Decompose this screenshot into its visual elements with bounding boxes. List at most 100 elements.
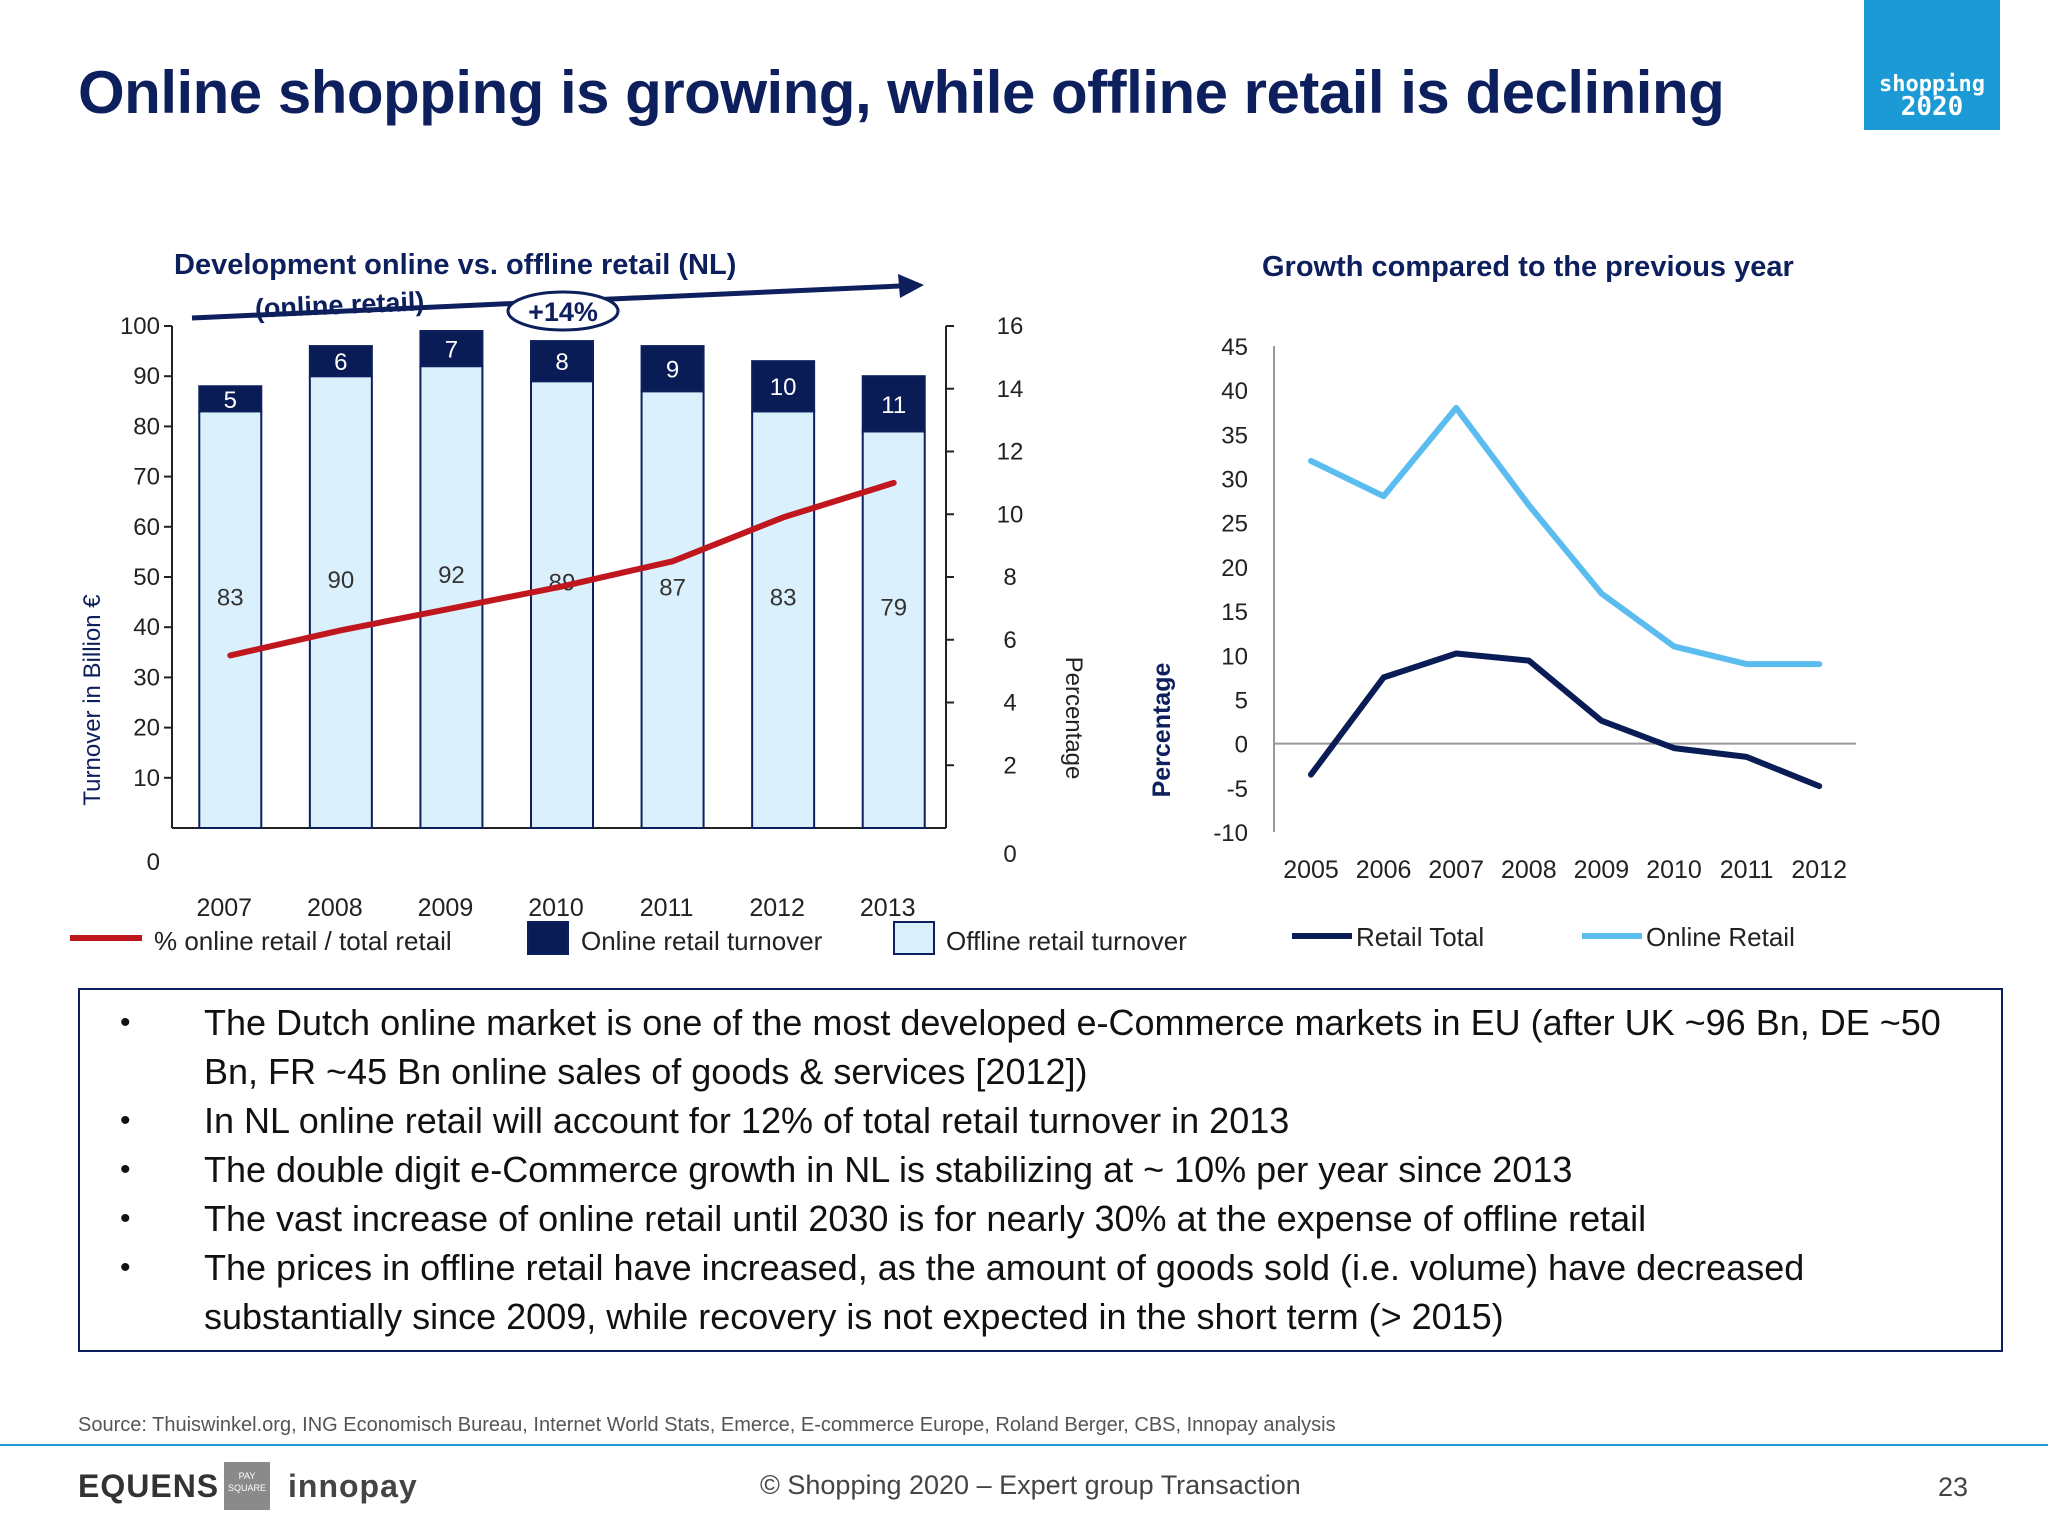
chart2-y-tick-label: 45	[1221, 334, 1248, 361]
offline-bar-label: 92	[438, 562, 465, 589]
chart2-y-tick-label: 40	[1221, 378, 1248, 405]
chart2-y-tick-label: 5	[1235, 687, 1248, 714]
legend-label-share: % online retail / total retail	[154, 926, 452, 956]
legend-swatch-online	[527, 921, 569, 955]
offline-bar	[861, 430, 926, 829]
offline-bar-label: 90	[328, 567, 355, 594]
chart1-x-tick-label: 2011	[640, 894, 694, 922]
bullet-item: In NL online retail will account for 12%…	[120, 1096, 1971, 1145]
chart1-y2-tick-label: 0	[1003, 841, 1016, 868]
legend-label-online-retail: Online Retail	[1646, 922, 1795, 952]
innopay-logo: innopay	[288, 1468, 418, 1504]
shopping2020-logo: shopping 2020	[1864, 0, 2000, 130]
chart1-y-tick-label: 60	[133, 514, 160, 541]
chart1-y-tick-label: 30	[133, 664, 160, 691]
chart2-y-tick-label: 20	[1221, 555, 1248, 582]
online-share-line	[227, 479, 897, 659]
retail-total-line	[1308, 650, 1823, 790]
chart1-title: Development online vs. offline retail (N…	[174, 249, 736, 281]
chart2-y-tick-label: 10	[1221, 643, 1248, 670]
chart1-y2-tick-label: 2	[1003, 752, 1016, 779]
chart1-x-tick-label: 2008	[307, 894, 363, 922]
page-title: Online shopping is growing, while offlin…	[78, 59, 1725, 126]
chart1-y-tick-label: 0	[147, 849, 160, 876]
key-findings-box: The Dutch online market is one of the mo…	[78, 988, 2003, 1352]
chart1-y-tick-label: 40	[133, 614, 160, 641]
online-bar-label: 7	[445, 337, 458, 364]
chart2-x-tick-label: 2007	[1428, 856, 1484, 884]
logo-text-line1: shopping	[1879, 72, 1985, 97]
offline-bar	[751, 410, 816, 829]
offline-bar	[419, 365, 484, 829]
chart2-y-tick-label: 25	[1221, 511, 1248, 538]
offline-bar-label: 83	[217, 585, 244, 612]
online-bar	[308, 345, 373, 378]
charts-canvas: Development online vs. offline retail (N…	[70, 249, 1856, 956]
chart1-y-tick-label: 70	[133, 464, 160, 491]
chart2-y-tick-label: -5	[1227, 776, 1248, 803]
paysquare-logo: PAY SQUARE	[224, 1462, 270, 1510]
chart2-x-tick-label: 2012	[1791, 856, 1847, 884]
chart1-y2-axis-label: Percentage	[1060, 657, 1087, 780]
online-bar	[861, 375, 926, 433]
online-bar	[419, 330, 484, 368]
chart2-y-tick-label: 15	[1221, 599, 1248, 626]
online-bar	[640, 345, 705, 393]
chart1-y2-tick-label: 4	[1003, 690, 1016, 717]
chart1-y-tick-label: 50	[133, 564, 160, 591]
chart2-x-tick-label: 2008	[1501, 856, 1557, 884]
offline-bar	[640, 390, 705, 829]
chart1-x-tick-label: 2012	[749, 894, 805, 922]
online-bar-label: 9	[666, 357, 679, 384]
offline-bar-label: 87	[659, 575, 686, 602]
chart1-y-tick-label: 20	[133, 715, 160, 742]
chart2-x-tick-label: 2010	[1646, 856, 1702, 884]
chart1-y-tick-label: 80	[133, 413, 160, 440]
chart2-y-tick-label: -10	[1213, 820, 1248, 847]
chart1-y2-tick-label: 6	[1003, 627, 1016, 654]
online-bar-label: 10	[770, 374, 797, 401]
chart2-x-tick-label: 2009	[1574, 856, 1630, 884]
growth-arrow-head	[898, 274, 924, 298]
online-bar	[198, 385, 263, 413]
chart1-x-tick-label: 2013	[860, 894, 916, 922]
chart1-y-tick-label: 90	[133, 363, 160, 390]
legend-label-online: Online retail turnover	[581, 926, 823, 956]
chart1-x-tick-label: 2007	[196, 894, 252, 922]
chart1-y2-tick-label: 14	[997, 376, 1024, 403]
chart1-y2-tick-label: 12	[997, 439, 1024, 466]
online-bar-label: 11	[881, 392, 906, 419]
chart1-y2-tick-label: 8	[1003, 564, 1016, 591]
chart1-y-tick-label: 10	[133, 765, 160, 792]
bullet-list: The Dutch online market is one of the mo…	[120, 998, 1971, 1341]
chart2-y-tick-label: 30	[1221, 467, 1248, 494]
online-bar-label: 8	[555, 349, 568, 376]
legend-swatch-offline	[893, 921, 935, 955]
chart2-x-tick-label: 2005	[1283, 856, 1339, 884]
bullet-item: The Dutch online market is one of the mo…	[120, 998, 1971, 1096]
chart1-y-tick-label: 100	[120, 313, 160, 340]
online-bar-label: 6	[334, 349, 347, 376]
chart1-x-tick-label: 2009	[418, 894, 474, 922]
online-bar	[751, 360, 816, 413]
page-number: 23	[1937, 1472, 1968, 1502]
chart2-x-tick-label: 2006	[1356, 856, 1412, 884]
source-note: Source: Thuiswinkel.org, ING Economisch …	[78, 1414, 1336, 1436]
online-bar-label: 5	[224, 387, 237, 414]
equens-logo: EQUENS	[78, 1468, 220, 1504]
online-bar	[530, 340, 594, 383]
logo-text-line2: 2020	[1900, 92, 1964, 122]
growth-rate-label: +14%	[528, 297, 598, 327]
growth-annotation-label: (online retail)	[254, 286, 425, 323]
offline-bar	[198, 410, 263, 829]
bullet-item: The prices in offline retail have increa…	[120, 1243, 1971, 1341]
footer-copyright: © Shopping 2020 – Expert group Transacti…	[760, 1470, 1301, 1500]
growth-rate-bubble	[506, 290, 620, 332]
offline-bar-label: 83	[770, 585, 797, 612]
chart1-x-tick-label: 2010	[528, 894, 584, 922]
chart2-y-tick-label: 0	[1235, 732, 1248, 759]
legend-label-offline: Offline retail turnover	[946, 926, 1187, 956]
chart2-y-tick-label: 35	[1221, 422, 1248, 449]
offline-bar-label: 79	[880, 595, 907, 622]
chart2-title: Growth compared to the previous year	[1262, 251, 1794, 283]
